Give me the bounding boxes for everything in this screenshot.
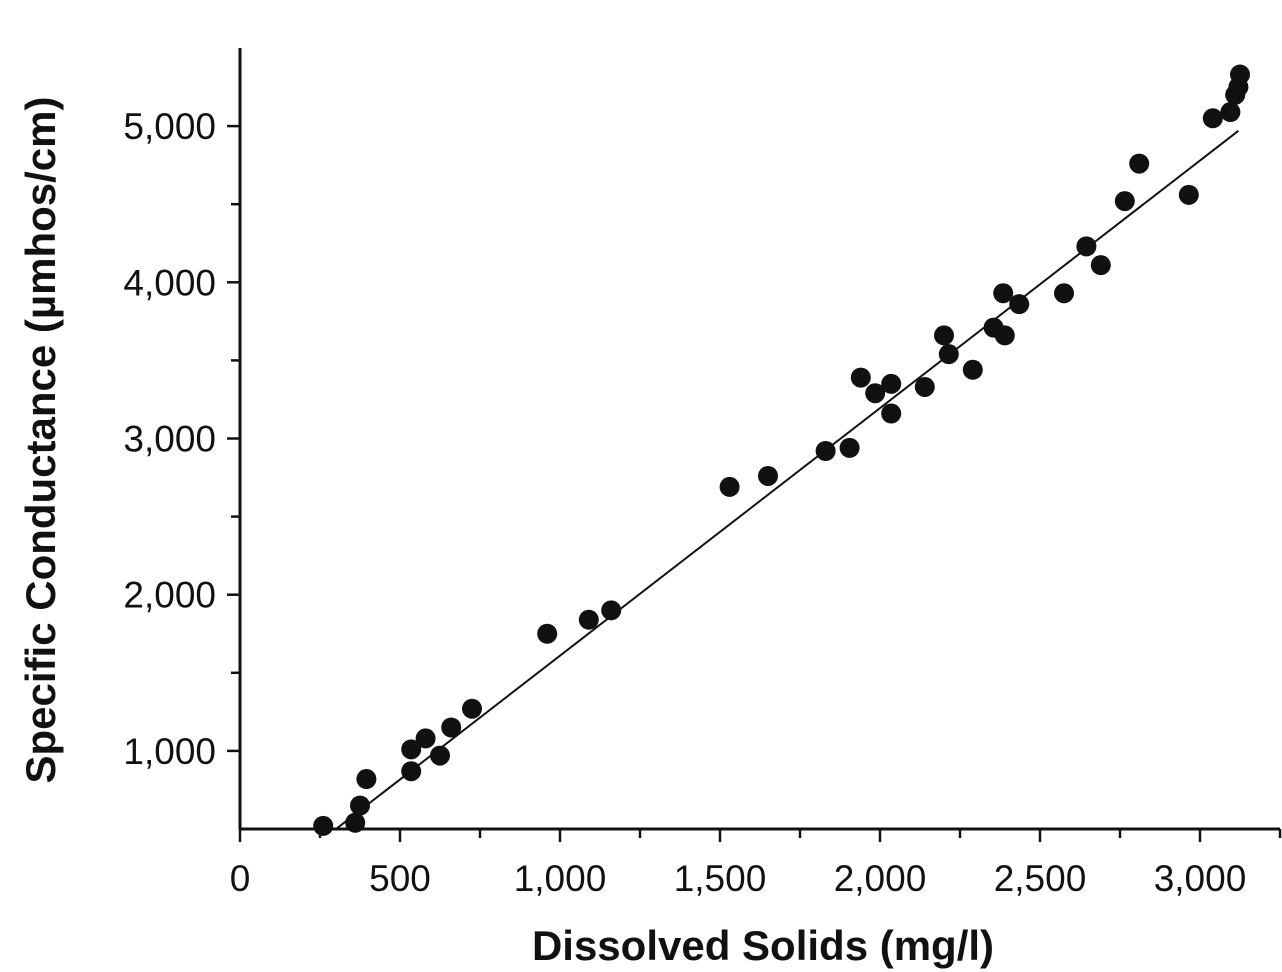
y-axis-title: Specific Conductance (µmhos/cm) xyxy=(17,97,64,784)
data-point xyxy=(1114,191,1135,212)
data-point xyxy=(401,739,422,760)
data-point xyxy=(1178,184,1199,205)
data-point xyxy=(578,609,599,630)
trendline-group xyxy=(335,129,1240,830)
y-tick-label: 3,000 xyxy=(123,419,216,460)
data-point xyxy=(962,359,983,380)
x-tick-label: 3,000 xyxy=(1154,858,1247,899)
data-point xyxy=(881,373,902,394)
x-tick-label: 0 xyxy=(230,858,251,899)
data-point xyxy=(881,403,902,424)
data-point xyxy=(1009,294,1030,315)
data-point xyxy=(815,440,836,461)
data-point xyxy=(1090,255,1111,276)
data-point xyxy=(758,465,778,486)
data-point xyxy=(462,698,482,719)
data-point xyxy=(415,728,436,749)
y-tick-label: 2,000 xyxy=(123,575,216,616)
x-tick-label: 1,000 xyxy=(514,858,607,899)
data-point xyxy=(1129,153,1150,174)
data-point xyxy=(1230,64,1250,85)
data-point xyxy=(934,325,954,346)
data-point xyxy=(914,376,935,397)
data-point xyxy=(865,383,886,404)
data-point xyxy=(350,795,370,816)
data-point xyxy=(993,283,1014,304)
data-point xyxy=(994,325,1015,346)
ticks: 0 500 1,000 1,500 2,000 2,500 3,000 1,000 2,000 3… xyxy=(123,106,1282,899)
axes xyxy=(238,48,1280,831)
data-point xyxy=(601,600,622,621)
data-point xyxy=(313,815,334,836)
data-point xyxy=(345,812,366,833)
data-point xyxy=(938,344,959,365)
data-point xyxy=(401,761,422,782)
y-tick-label: 5,000 xyxy=(123,106,216,147)
y-tick-label: 1,000 xyxy=(123,731,216,772)
data-point xyxy=(1202,108,1223,129)
data-point xyxy=(839,437,860,458)
trendline xyxy=(335,129,1240,830)
x-tick-label: 2,000 xyxy=(834,858,927,899)
x-axis-title: Dissolved Solids (mg/l) xyxy=(532,922,994,969)
x-tick-label: 1,500 xyxy=(674,858,767,899)
x-tick-label: 500 xyxy=(369,858,431,899)
data-points xyxy=(313,64,1250,836)
data-point xyxy=(719,476,740,497)
y-tick-label: 4,000 xyxy=(123,262,216,303)
x-tick-label: 2,500 xyxy=(994,858,1087,899)
data-point xyxy=(537,623,558,644)
data-point xyxy=(356,769,377,790)
data-point xyxy=(430,745,450,766)
data-point xyxy=(441,717,462,738)
data-point xyxy=(1054,283,1074,304)
data-point xyxy=(1220,102,1241,123)
data-point xyxy=(850,367,871,388)
data-point xyxy=(1076,236,1097,257)
